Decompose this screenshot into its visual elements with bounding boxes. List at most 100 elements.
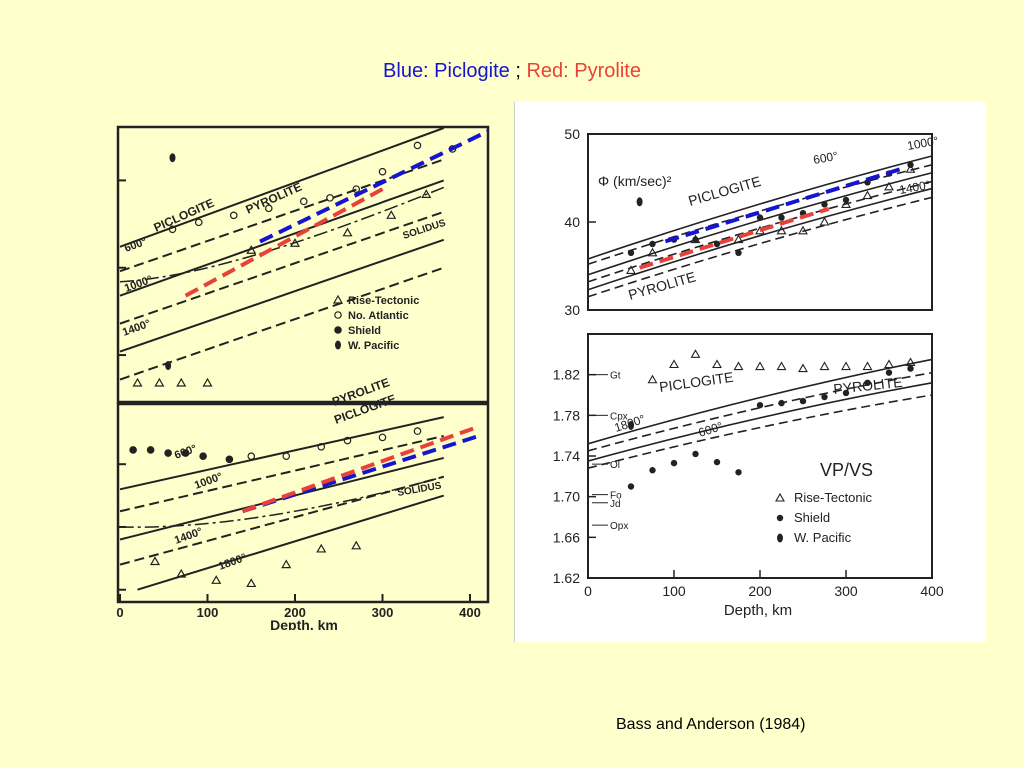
title-blue: Blue: Piclogite	[383, 60, 510, 82]
right-figure: 30 40 50 1.62 1.66 1.70 1.74 1.78 1.82 0 100 200 300…	[514, 102, 986, 642]
legend-rise-tectonic-symbol	[332, 294, 344, 304]
phi-y-tick-label: 40	[564, 214, 580, 230]
vpvs-model-curve	[587, 371, 933, 452]
phi-rise-tectonic-marker	[626, 265, 636, 274]
vpvs-rise-tectonic-marker	[733, 361, 744, 371]
vp-pyrolite-line	[184, 187, 384, 298]
rise-tectonic-marker	[229, 211, 238, 220]
vp-solidus-curve	[119, 186, 445, 283]
phi-shield-marker	[735, 249, 742, 256]
shield-marker	[342, 227, 353, 237]
vpvs-shield-marker	[627, 483, 635, 490]
vs-solidus-curve	[119, 476, 444, 528]
x-axis-label: Depth, km	[724, 602, 792, 619]
vs-model-curves	[119, 416, 445, 591]
x-tick-label: 100	[197, 605, 219, 620]
vpvs-rise-tectonic-marker	[776, 361, 787, 371]
legend-shield-symbol	[334, 326, 342, 334]
shield-marker	[146, 446, 155, 454]
vpvs-model-curve	[587, 358, 933, 445]
vpvs-rise-tectonic-marker	[669, 359, 679, 369]
phi-rise-tectonic-marker	[841, 199, 851, 208]
mineral-label: Fo	[610, 491, 622, 502]
w-pacific-marker	[169, 153, 176, 163]
citation: Bass and Anderson (1984)	[616, 716, 806, 733]
shield-marker	[378, 433, 387, 442]
vpvs-shield-marker	[735, 469, 742, 476]
vpvs-y-tick-label: 1.78	[553, 407, 580, 423]
shield-marker	[181, 449, 190, 457]
vpvs-shield-marker	[799, 397, 807, 405]
shield-marker	[386, 210, 397, 219]
legend-shield-symbol	[776, 514, 784, 522]
legend-label: W. Pacific	[348, 340, 399, 352]
phi-rise-tectonic-marker	[862, 190, 873, 200]
phi-model-curve	[587, 164, 933, 265]
phi-axis-label: Φ (km/sec)²	[598, 173, 672, 189]
vp-plot-frame	[116, 125, 490, 404]
phi-model-curve	[587, 196, 933, 298]
vpvs-y-tick-label: 1.70	[553, 489, 580, 505]
phi-shield-marker	[692, 236, 699, 243]
phi-rise-tectonic-marker	[647, 247, 658, 257]
w-pacific-marker	[165, 361, 172, 371]
vpvs-pyrolite-label: PYROLITE	[833, 374, 904, 397]
x-tick-label: 0	[584, 583, 592, 599]
mineral-label: Cpx	[610, 411, 628, 422]
vs-model-curve	[119, 434, 444, 513]
vpvs-shield-marker	[842, 389, 850, 397]
legend-label: No. Atlantic	[348, 310, 409, 322]
phi-model-curve	[587, 155, 933, 260]
vpvs-shield-marker	[756, 401, 764, 409]
shield-marker	[282, 452, 291, 461]
vp-model-curve	[119, 158, 445, 273]
vpvs-rise-tectonic-marker	[712, 359, 722, 369]
vpvs-rise-tectonic-marker	[755, 361, 765, 371]
mineral-label: Opx	[610, 521, 628, 532]
legend-rise-tectonic-symbol	[775, 492, 785, 502]
phi-rise-tectonic-marker	[733, 234, 744, 244]
vpvs-shield-marker	[692, 450, 699, 458]
vpvs-shield-marker	[885, 369, 893, 376]
rise-tectonic-marker	[149, 556, 161, 566]
phi-rise-tectonic-marker	[884, 181, 894, 191]
vp-model-curve	[119, 266, 445, 381]
shield-marker	[247, 452, 256, 461]
vpvs-y-tick-label: 1.62	[553, 570, 580, 586]
phi-shield-marker	[907, 161, 914, 168]
phi-shield-marker	[821, 201, 828, 208]
legend-no-atlantic-symbol	[334, 311, 342, 319]
x-tick-label: 0	[116, 605, 123, 620]
phi-shield-marker	[649, 240, 656, 248]
shield-marker	[129, 446, 137, 454]
legend-label: W. Pacific	[794, 530, 852, 545]
phi-shield-marker	[756, 214, 764, 221]
rise-tectonic-marker	[176, 568, 187, 578]
highlight-series	[639, 165, 907, 270]
rise-tectonic-marker	[351, 540, 362, 550]
rise-tectonic-marker	[378, 167, 387, 176]
x-tick-label: 200	[748, 583, 772, 599]
rise-tectonic-marker	[246, 578, 257, 588]
vpvs-rise-tectonic-marker	[862, 361, 873, 371]
x-tick-label: 300	[372, 605, 394, 620]
x-tick-label: 400	[459, 605, 481, 620]
vpvs-shield-marker	[864, 379, 871, 386]
phi-y-tick-label: 50	[564, 126, 580, 142]
vpvs-shield-marker	[778, 399, 785, 407]
phi-model-curve	[587, 187, 933, 291]
mineral-label: Jd	[610, 499, 621, 510]
phi-rise-tectonic-marker	[798, 225, 808, 235]
vp-model-curves	[119, 127, 445, 381]
left-figure: 7.58.08.54.34.54.70100200300400Depth, km…	[116, 124, 496, 630]
x-tick-label: 200	[284, 605, 306, 620]
vs-model-curve	[119, 475, 445, 566]
legend-w-pacific-symbol	[335, 340, 341, 350]
vpvs-shield-marker	[821, 393, 828, 401]
phi-pyrolite-line	[639, 206, 830, 270]
vs-model-curve	[119, 416, 444, 491]
legend-label: Rise-Tectonic	[348, 295, 419, 307]
phi-shield-marker	[627, 249, 635, 256]
vpvs-rise-tectonic-marker	[841, 361, 851, 371]
phi-model-curve	[587, 180, 933, 283]
